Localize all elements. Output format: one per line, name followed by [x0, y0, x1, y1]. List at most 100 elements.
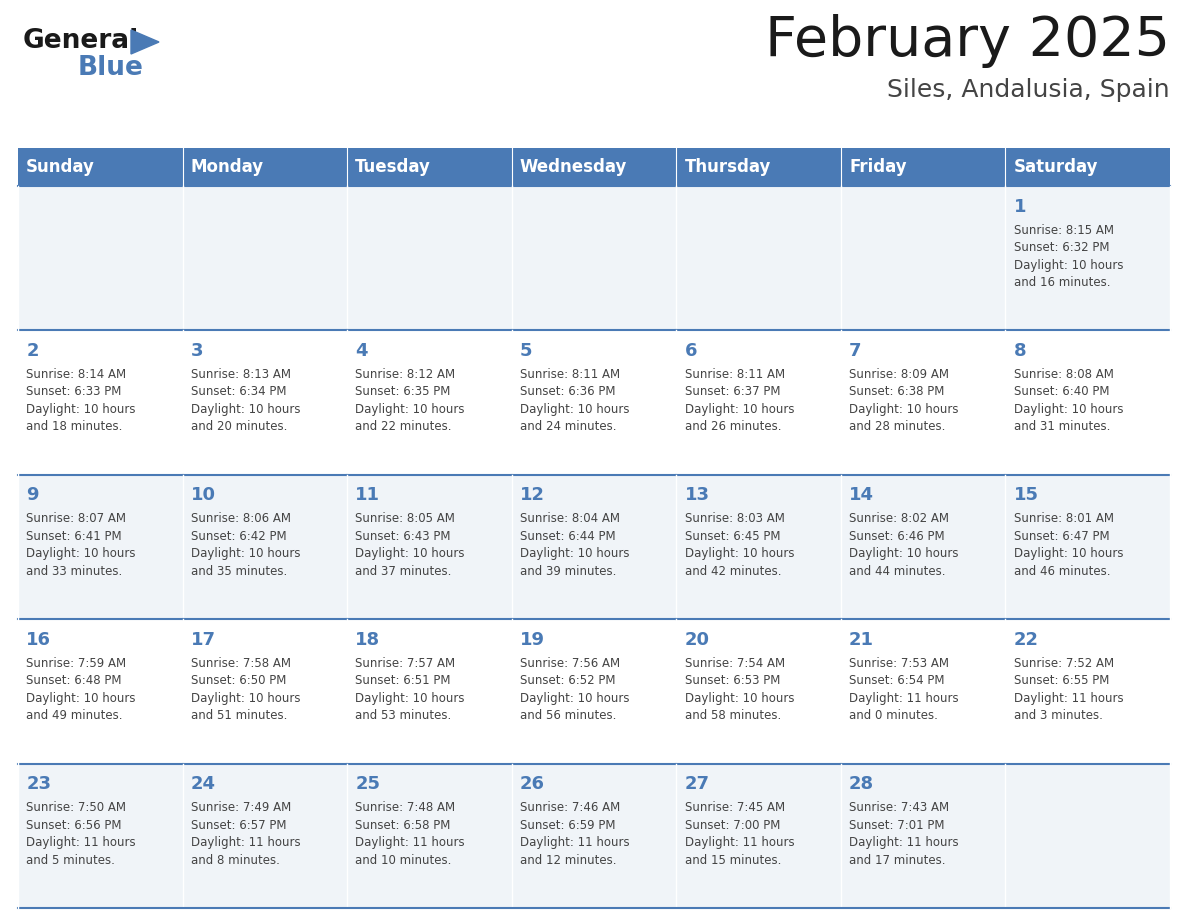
Text: Sunrise: 8:11 AM
Sunset: 6:36 PM
Daylight: 10 hours
and 24 minutes.: Sunrise: 8:11 AM Sunset: 6:36 PM Dayligh… — [520, 368, 630, 433]
Text: Sunrise: 7:56 AM
Sunset: 6:52 PM
Daylight: 10 hours
and 56 minutes.: Sunrise: 7:56 AM Sunset: 6:52 PM Dayligh… — [520, 656, 630, 722]
Bar — [676, 620, 841, 764]
Bar — [676, 330, 841, 475]
Bar — [512, 186, 676, 330]
Bar — [183, 148, 347, 186]
Bar — [347, 186, 512, 330]
Text: 1: 1 — [1013, 197, 1026, 216]
Text: 2: 2 — [26, 341, 39, 360]
Text: General: General — [23, 28, 139, 54]
Bar — [1005, 764, 1170, 908]
Text: 13: 13 — [684, 487, 709, 504]
Text: Sunrise: 7:59 AM
Sunset: 6:48 PM
Daylight: 10 hours
and 49 minutes.: Sunrise: 7:59 AM Sunset: 6:48 PM Dayligh… — [26, 656, 135, 722]
Bar — [1005, 186, 1170, 330]
Text: 12: 12 — [520, 487, 545, 504]
Bar — [841, 330, 1005, 475]
Text: Sunrise: 8:13 AM
Sunset: 6:34 PM
Daylight: 10 hours
and 20 minutes.: Sunrise: 8:13 AM Sunset: 6:34 PM Dayligh… — [191, 368, 301, 433]
Bar — [347, 764, 512, 908]
Bar — [841, 475, 1005, 620]
Text: Tuesday: Tuesday — [355, 158, 431, 176]
Text: 4: 4 — [355, 341, 368, 360]
Text: Sunrise: 8:02 AM
Sunset: 6:46 PM
Daylight: 10 hours
and 44 minutes.: Sunrise: 8:02 AM Sunset: 6:46 PM Dayligh… — [849, 512, 959, 577]
Text: 3: 3 — [191, 341, 203, 360]
Text: 14: 14 — [849, 487, 874, 504]
Bar — [841, 186, 1005, 330]
Polygon shape — [131, 30, 159, 54]
Text: 25: 25 — [355, 775, 380, 793]
Text: 27: 27 — [684, 775, 709, 793]
Bar — [841, 764, 1005, 908]
Text: 18: 18 — [355, 631, 380, 649]
Text: 10: 10 — [191, 487, 216, 504]
Text: 20: 20 — [684, 631, 709, 649]
Text: Sunrise: 7:49 AM
Sunset: 6:57 PM
Daylight: 11 hours
and 8 minutes.: Sunrise: 7:49 AM Sunset: 6:57 PM Dayligh… — [191, 801, 301, 867]
Bar — [183, 620, 347, 764]
Bar — [841, 620, 1005, 764]
Text: 17: 17 — [191, 631, 216, 649]
Text: February 2025: February 2025 — [765, 14, 1170, 68]
Bar — [512, 148, 676, 186]
Bar — [512, 475, 676, 620]
Text: Sunrise: 7:52 AM
Sunset: 6:55 PM
Daylight: 11 hours
and 3 minutes.: Sunrise: 7:52 AM Sunset: 6:55 PM Dayligh… — [1013, 656, 1124, 722]
Bar — [1005, 620, 1170, 764]
Text: Sunrise: 8:08 AM
Sunset: 6:40 PM
Daylight: 10 hours
and 31 minutes.: Sunrise: 8:08 AM Sunset: 6:40 PM Dayligh… — [1013, 368, 1123, 433]
Text: Sunrise: 7:45 AM
Sunset: 7:00 PM
Daylight: 11 hours
and 15 minutes.: Sunrise: 7:45 AM Sunset: 7:00 PM Dayligh… — [684, 801, 794, 867]
Text: 6: 6 — [684, 341, 697, 360]
Text: 16: 16 — [26, 631, 51, 649]
Bar — [512, 764, 676, 908]
Text: 15: 15 — [1013, 487, 1038, 504]
Text: 5: 5 — [520, 341, 532, 360]
Text: Sunrise: 7:54 AM
Sunset: 6:53 PM
Daylight: 10 hours
and 58 minutes.: Sunrise: 7:54 AM Sunset: 6:53 PM Dayligh… — [684, 656, 794, 722]
Text: 28: 28 — [849, 775, 874, 793]
Text: 9: 9 — [26, 487, 39, 504]
Text: 23: 23 — [26, 775, 51, 793]
Text: Sunrise: 7:46 AM
Sunset: 6:59 PM
Daylight: 11 hours
and 12 minutes.: Sunrise: 7:46 AM Sunset: 6:59 PM Dayligh… — [520, 801, 630, 867]
Text: 26: 26 — [520, 775, 545, 793]
Bar — [1005, 330, 1170, 475]
Text: Friday: Friday — [849, 158, 906, 176]
Bar — [512, 620, 676, 764]
Text: Siles, Andalusia, Spain: Siles, Andalusia, Spain — [887, 78, 1170, 102]
Bar — [1005, 475, 1170, 620]
Bar — [18, 764, 183, 908]
Text: Sunrise: 8:09 AM
Sunset: 6:38 PM
Daylight: 10 hours
and 28 minutes.: Sunrise: 8:09 AM Sunset: 6:38 PM Dayligh… — [849, 368, 959, 433]
Bar — [18, 475, 183, 620]
Text: Sunrise: 7:58 AM
Sunset: 6:50 PM
Daylight: 10 hours
and 51 minutes.: Sunrise: 7:58 AM Sunset: 6:50 PM Dayligh… — [191, 656, 301, 722]
Text: Sunrise: 8:01 AM
Sunset: 6:47 PM
Daylight: 10 hours
and 46 minutes.: Sunrise: 8:01 AM Sunset: 6:47 PM Dayligh… — [1013, 512, 1123, 577]
Text: Blue: Blue — [78, 55, 144, 81]
Text: Sunrise: 8:11 AM
Sunset: 6:37 PM
Daylight: 10 hours
and 26 minutes.: Sunrise: 8:11 AM Sunset: 6:37 PM Dayligh… — [684, 368, 794, 433]
Text: 22: 22 — [1013, 631, 1038, 649]
Text: Sunrise: 8:06 AM
Sunset: 6:42 PM
Daylight: 10 hours
and 35 minutes.: Sunrise: 8:06 AM Sunset: 6:42 PM Dayligh… — [191, 512, 301, 577]
Text: Sunrise: 7:48 AM
Sunset: 6:58 PM
Daylight: 11 hours
and 10 minutes.: Sunrise: 7:48 AM Sunset: 6:58 PM Dayligh… — [355, 801, 465, 867]
Text: Wednesday: Wednesday — [520, 158, 627, 176]
Bar — [183, 186, 347, 330]
Text: 8: 8 — [1013, 341, 1026, 360]
Text: Saturday: Saturday — [1013, 158, 1098, 176]
Text: Sunrise: 8:12 AM
Sunset: 6:35 PM
Daylight: 10 hours
and 22 minutes.: Sunrise: 8:12 AM Sunset: 6:35 PM Dayligh… — [355, 368, 465, 433]
Bar — [347, 330, 512, 475]
Bar — [676, 475, 841, 620]
Text: 11: 11 — [355, 487, 380, 504]
Text: Sunrise: 8:03 AM
Sunset: 6:45 PM
Daylight: 10 hours
and 42 minutes.: Sunrise: 8:03 AM Sunset: 6:45 PM Dayligh… — [684, 512, 794, 577]
Bar — [1005, 148, 1170, 186]
Bar — [676, 148, 841, 186]
Bar — [18, 186, 183, 330]
Bar — [347, 148, 512, 186]
Text: Sunrise: 8:05 AM
Sunset: 6:43 PM
Daylight: 10 hours
and 37 minutes.: Sunrise: 8:05 AM Sunset: 6:43 PM Dayligh… — [355, 512, 465, 577]
Bar — [347, 620, 512, 764]
Text: Sunrise: 8:14 AM
Sunset: 6:33 PM
Daylight: 10 hours
and 18 minutes.: Sunrise: 8:14 AM Sunset: 6:33 PM Dayligh… — [26, 368, 135, 433]
Bar — [512, 330, 676, 475]
Bar — [183, 475, 347, 620]
Bar — [347, 475, 512, 620]
Text: Sunrise: 8:07 AM
Sunset: 6:41 PM
Daylight: 10 hours
and 33 minutes.: Sunrise: 8:07 AM Sunset: 6:41 PM Dayligh… — [26, 512, 135, 577]
Bar — [676, 186, 841, 330]
Text: 7: 7 — [849, 341, 861, 360]
Text: 19: 19 — [520, 631, 545, 649]
Text: Thursday: Thursday — [684, 158, 771, 176]
Bar — [18, 330, 183, 475]
Text: Sunday: Sunday — [26, 158, 95, 176]
Bar — [183, 764, 347, 908]
Text: Sunrise: 7:43 AM
Sunset: 7:01 PM
Daylight: 11 hours
and 17 minutes.: Sunrise: 7:43 AM Sunset: 7:01 PM Dayligh… — [849, 801, 959, 867]
Bar — [18, 148, 183, 186]
Text: Sunrise: 8:04 AM
Sunset: 6:44 PM
Daylight: 10 hours
and 39 minutes.: Sunrise: 8:04 AM Sunset: 6:44 PM Dayligh… — [520, 512, 630, 577]
Bar — [841, 148, 1005, 186]
